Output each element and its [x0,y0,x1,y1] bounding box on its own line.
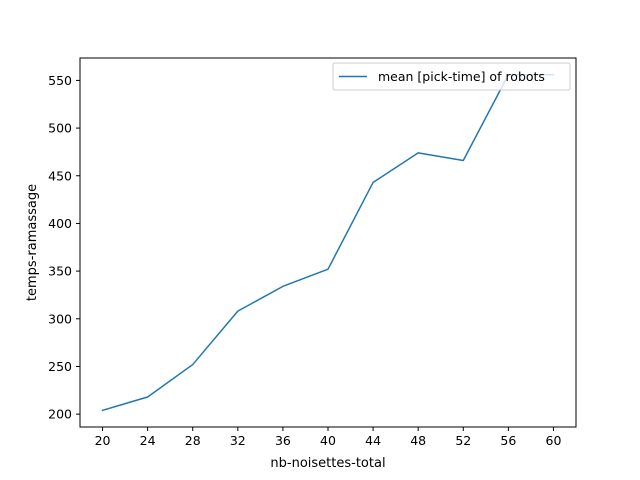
x-tick-label: 28 [185,433,201,448]
y-tick-label: 450 [48,168,72,183]
y-tick-label: 300 [48,311,72,326]
series-layer [101,73,555,412]
legend: mean [pick-time] of robots [332,62,571,91]
x-axis-label: nb-noisettes-total [270,456,385,471]
x-tick-label: 32 [230,433,246,448]
y-tick-label: 550 [48,73,72,88]
x-tick-label: 40 [320,433,336,448]
y-tick-label: 350 [48,264,72,279]
x-tick-label: 60 [546,433,562,448]
legend-box [332,62,571,91]
x-tick-label: 24 [140,433,156,448]
y-tick-label: 250 [48,359,72,374]
series-line [101,73,555,412]
x-tick-label: 20 [95,433,111,448]
y-tick-label: 200 [48,407,72,422]
x-tick-label: 56 [500,433,516,448]
x-tick-label: 48 [410,433,426,448]
x-tick-label: 36 [275,433,291,448]
y-tick-label: 400 [48,216,72,231]
y-tick-label: 500 [48,121,72,136]
y-axis-label: temps-ramassage [25,184,40,301]
x-axis: 20 24 28 32 36 40 44 48 52 56 60 [95,427,562,448]
legend-label: mean [pick-time] of robots [378,69,545,84]
x-tick-label: 52 [455,433,471,448]
y-axis: 200 250 300 350 400 450 500 550 [48,73,80,422]
x-tick-label: 44 [365,433,381,448]
